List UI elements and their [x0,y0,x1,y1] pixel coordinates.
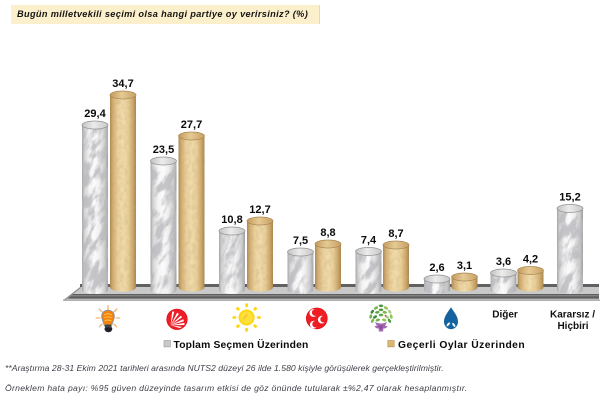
svg-text:Toplam Seçmen Üzerinden: Toplam Seçmen Üzerinden [174,338,309,351]
svg-text:2,6: 2,6 [429,262,444,274]
svg-text:3,6: 3,6 [496,256,511,268]
svg-text:Diğer: Diğer [492,309,518,320]
svg-text:3,1: 3,1 [457,260,472,272]
svg-text:Kararsız /: Kararsız / [550,309,595,320]
svg-text:7,4: 7,4 [361,235,377,247]
svg-text:10,8: 10,8 [221,214,242,226]
svg-text:8,7: 8,7 [388,228,403,240]
svg-text:12,7: 12,7 [249,204,270,216]
svg-text:23,5: 23,5 [153,144,174,156]
svg-text:34,7: 34,7 [112,78,133,90]
svg-text:Geçerli Oylar Üzerinden: Geçerli Oylar Üzerinden [398,338,525,351]
svg-text:4,2: 4,2 [523,254,538,266]
svg-text:15,2: 15,2 [559,192,580,204]
svg-text:Hiçbiri: Hiçbiri [557,321,588,332]
svg-text:7,5: 7,5 [293,235,308,247]
svg-text:8,8: 8,8 [320,227,335,239]
svg-text:27,7: 27,7 [181,119,202,131]
svg-text:29,4: 29,4 [84,108,106,120]
